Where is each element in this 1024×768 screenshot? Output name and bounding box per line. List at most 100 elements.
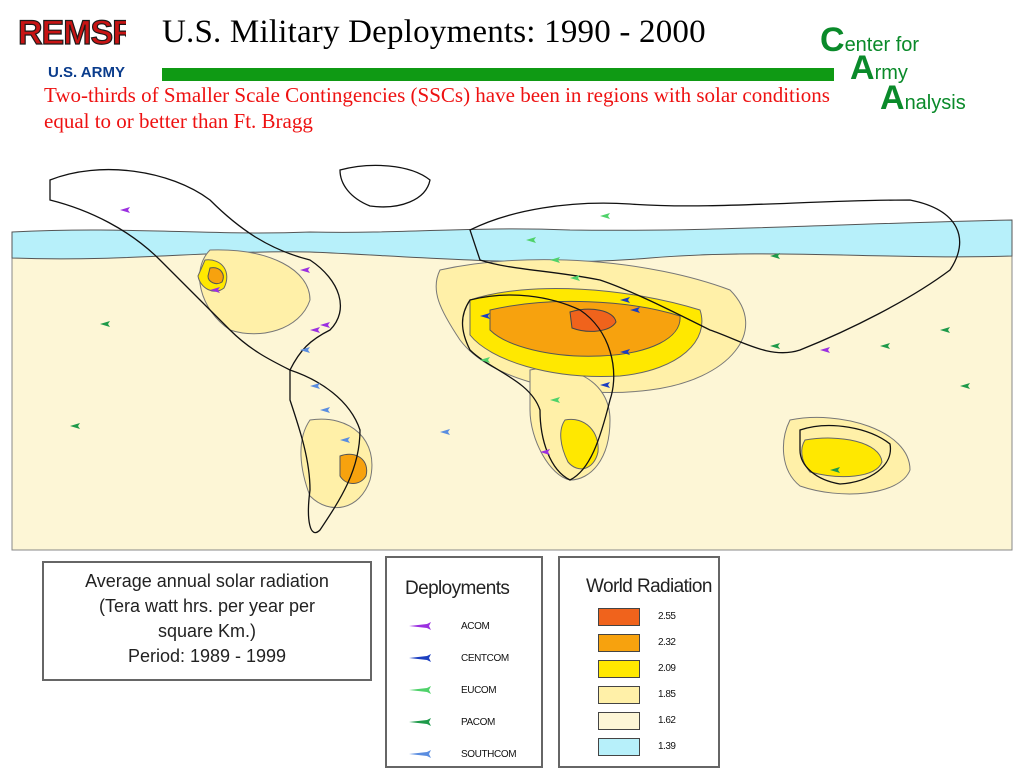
eucom-marker: [550, 397, 560, 403]
caption-line-4: Period: 1989 - 1999: [127, 646, 287, 666]
solar-radiation-caption-box: Average annual solar radiation (Tera wat…: [42, 561, 372, 681]
eucom-markers: [480, 213, 610, 403]
zone-yellow-2: [801, 437, 883, 478]
southcom-marker: [340, 437, 350, 443]
page-title: U.S. Military Deployments: 1990 - 2000: [162, 14, 706, 50]
zone-light-1: [199, 249, 311, 335]
zone-orange-3: [207, 267, 224, 285]
radiation-value-label: 1.85: [658, 689, 676, 700]
pacom-marker: [880, 343, 890, 349]
deployment-legend-item: ACOM: [407, 620, 537, 636]
zone-light-4: [300, 418, 373, 509]
pacom-marker: [100, 321, 110, 327]
centcom-marker: [600, 382, 610, 388]
continent-outlines: [49, 164, 961, 534]
radiation-swatch: [598, 712, 640, 730]
centcom-marker: [480, 313, 490, 319]
radiation-swatch: [598, 634, 640, 652]
outline-australia: [799, 424, 892, 485]
plane-icon: [409, 718, 431, 726]
remsr-logo: REMSR II: [17, 13, 126, 52]
world-radiation-legend: World Radiation 2.55 2.32 2.09 1.85 1.62 1.39: [558, 556, 720, 768]
eucom-marker: [570, 275, 580, 281]
radiation-legend-item: 1.85: [598, 686, 708, 704]
radiation-value-label: 2.09: [658, 663, 676, 674]
deployment-markers: [70, 207, 970, 473]
radiation-value-label: 1.39: [658, 741, 676, 752]
centcom-markers: [480, 297, 640, 388]
outline-greenland: [339, 164, 431, 208]
caa-logo: Center for Army Analysis: [818, 21, 994, 124]
us-army-label: U.S. ARMY: [48, 64, 125, 81]
southcom-marker: [300, 347, 310, 353]
caa-line-2: Army: [850, 49, 908, 87]
deployment-legend-label: ACOM: [461, 621, 490, 632]
radiation-swatch: [598, 660, 640, 678]
acom-marker: [120, 207, 130, 213]
radiation-legend-item: 1.39: [598, 738, 708, 756]
radiation-legend-item: 2.55: [598, 608, 708, 626]
eucom-marker: [526, 237, 536, 243]
pacom-marker: [830, 467, 840, 473]
outline-south-america: [289, 369, 361, 534]
centcom-marker: [620, 297, 630, 303]
eucom-marker: [600, 213, 610, 219]
zone-polar-north: [11, 219, 1013, 263]
acom-marker: [820, 347, 830, 353]
radiation-swatch: [598, 738, 640, 756]
pacom-marker: [770, 253, 780, 259]
radiation-swatch: [598, 686, 640, 704]
subtitle: Two-thirds of Smaller Scale Contingencie…: [44, 83, 830, 133]
southcom-marker: [320, 407, 330, 413]
radiation-legend-item: 2.32: [598, 634, 708, 652]
centcom-marker: [630, 307, 640, 313]
deployment-legend-label: CENTCOM: [461, 653, 509, 664]
plane-icon: [409, 654, 431, 662]
pacom-marker: [70, 423, 80, 429]
pacom-marker: [940, 327, 950, 333]
deployment-legend-item: CENTCOM: [407, 652, 537, 668]
deployment-legend-label: SOUTHCOM: [461, 749, 517, 760]
southcom-marker: [310, 383, 320, 389]
deployment-legend-item: PACOM: [407, 716, 537, 732]
eucom-marker: [550, 257, 560, 263]
southcom-markers: [300, 347, 450, 443]
eucom-marker: [480, 357, 490, 363]
world-solar-radiation-map: [10, 140, 1014, 552]
caption-line-2: (Tera watt hrs. per year per: [98, 596, 316, 616]
deployments-legend-title: Deployments: [405, 578, 510, 599]
pacom-marker: [960, 383, 970, 389]
plane-icon: [409, 622, 431, 630]
deployment-legend-label: PACOM: [461, 717, 495, 728]
acom-marker: [300, 267, 310, 273]
deployment-legend-item: EUCOM: [407, 684, 537, 700]
acom-marker: [210, 287, 220, 293]
deployments-legend: Deployments ACOM CENTCOM EUCOM PACOM SOUTHCO…: [385, 556, 543, 768]
plane-icon: [409, 686, 431, 694]
pacom-marker: [770, 343, 780, 349]
radiation-swatch: [598, 608, 640, 626]
radiation-legend-item: 1.62: [598, 712, 708, 730]
remsr-logo-text: REMSR II: [18, 14, 126, 52]
radiation-value-label: 2.55: [658, 611, 676, 622]
acom-marker: [310, 327, 320, 333]
plane-icon: [409, 750, 431, 758]
acom-marker: [540, 449, 550, 455]
centcom-marker: [620, 349, 630, 355]
acom-marker: [320, 322, 330, 328]
acom-markers: [120, 207, 830, 455]
radiation-legend-item: 2.09: [598, 660, 708, 678]
title-underline-bar: [162, 68, 834, 81]
caption-line-3: square Km.): [157, 621, 257, 641]
world-radiation-legend-title: World Radiation: [586, 576, 712, 597]
outline-eurasia: [469, 199, 961, 354]
caa-line-1: Center for: [820, 21, 920, 59]
caa-line-3: Analysis: [880, 79, 966, 117]
pacom-markers: [70, 253, 970, 473]
outline-africa: [461, 294, 615, 481]
deployment-legend-item: SOUTHCOM: [407, 748, 537, 764]
caption-line-1: Average annual solar radiation: [85, 571, 329, 591]
southcom-marker: [440, 429, 450, 435]
outline-north-america: [49, 168, 341, 371]
radiation-value-label: 2.32: [658, 637, 676, 648]
